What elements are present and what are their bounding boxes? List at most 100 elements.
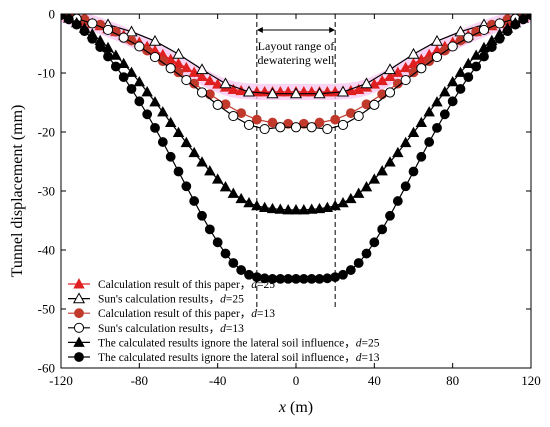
annotation-line2: dewatering well — [258, 53, 336, 67]
series-4-point — [353, 110, 364, 122]
series-5-point — [266, 202, 279, 214]
legend-label: Sun's calculation results，d=13 — [98, 323, 244, 335]
legend-marker — [73, 322, 85, 333]
series-2-point — [242, 85, 256, 97]
series-1-point — [368, 78, 381, 89]
series-6-point — [212, 237, 223, 248]
series-4-point — [400, 74, 411, 86]
series-6-point — [189, 196, 200, 206]
series-4-point — [87, 18, 98, 29]
series-4-point — [275, 122, 286, 133]
series-2-point — [360, 77, 373, 89]
series-5-point — [110, 49, 122, 60]
series-6-point — [126, 84, 137, 94]
series-4-point — [290, 122, 302, 133]
series-6-point — [220, 248, 231, 259]
series-2-point — [336, 85, 350, 97]
series-3-point — [424, 56, 435, 67]
series-6-point — [103, 51, 113, 62]
series-6-point — [181, 181, 192, 192]
series-5-point — [376, 165, 388, 176]
y-tick-label: -60 — [38, 361, 55, 376]
series-5-point — [415, 116, 428, 128]
legend-label: Sun's calculation results，d=25 — [98, 294, 244, 306]
series-6-point — [236, 265, 247, 275]
series-5-point — [446, 76, 459, 87]
series-2-point — [172, 47, 185, 59]
series-6-point — [157, 137, 168, 147]
series-2-point — [407, 47, 420, 59]
series-5-point — [117, 57, 130, 69]
series-5-point — [188, 146, 200, 158]
y-axis-label: Tunnel displacement (mm) — [9, 105, 26, 278]
series-4-point — [243, 119, 255, 131]
series-5-point — [360, 181, 373, 192]
series-4-point — [181, 74, 192, 86]
series-3-point — [157, 56, 168, 67]
series-4-point — [102, 24, 114, 36]
series-4-point — [337, 119, 349, 131]
series-5-point — [470, 49, 482, 60]
series-6-point — [385, 210, 395, 221]
y-tick-label: -10 — [38, 66, 55, 81]
series-6-point — [118, 72, 129, 83]
series-5-point — [227, 187, 240, 198]
series-4-point — [134, 41, 145, 52]
series-6-point — [110, 61, 121, 72]
series-5-point — [243, 196, 255, 208]
series-5-point — [384, 156, 396, 167]
series-5-point — [368, 173, 381, 184]
series-1-point — [204, 74, 216, 86]
series-6-point — [361, 248, 372, 259]
series-6-point — [486, 42, 497, 52]
series-4-point — [212, 99, 223, 110]
series-5-point — [196, 156, 208, 167]
series-1-point — [329, 86, 341, 97]
series-5-point — [219, 181, 232, 192]
series-6-point — [526, 14, 531, 21]
series-6-point — [79, 26, 90, 37]
series-3-point — [408, 67, 419, 78]
series-line-3 — [68, 15, 524, 125]
series-6-point — [424, 137, 435, 147]
series-5-point — [125, 66, 138, 77]
series-2-point — [148, 34, 162, 46]
series-5-point — [258, 201, 271, 212]
series-5-point — [157, 106, 169, 117]
series-5-point — [454, 66, 467, 77]
series-4-point — [494, 18, 505, 29]
series-5-point — [399, 136, 412, 148]
legend: Calculation result of this paper，d=25 Sun… — [68, 278, 380, 364]
arrow-head-left — [256, 27, 263, 33]
series-6-point — [455, 84, 466, 94]
x-axis-label: x (m) — [278, 399, 313, 416]
x-tick-label: -40 — [209, 373, 226, 388]
series-5-point — [282, 204, 294, 215]
series-6-point — [408, 166, 419, 177]
series-6-point — [228, 258, 239, 268]
legend-label: Calculation result of this paper，d=13 — [98, 308, 275, 320]
series-6-point — [439, 109, 450, 120]
series-1-point — [211, 78, 224, 89]
series-6-point — [63, 14, 74, 25]
series-5-point — [407, 126, 420, 138]
arrow-head-right — [329, 27, 336, 33]
series-6-point — [150, 122, 160, 133]
axes-layer: -120 -80 -40 0 40 80 120 0 -10 -20 -30 -40 -50 -60 x (… — [9, 7, 541, 417]
legend-marker — [72, 292, 86, 304]
series-1-point — [188, 66, 200, 77]
series-6-point — [463, 72, 474, 83]
series-6-point — [518, 14, 529, 25]
series-5-point — [423, 106, 435, 117]
x-tick-label: 120 — [521, 373, 541, 388]
x-tick-label: -120 — [49, 373, 73, 388]
series-5-point — [172, 126, 185, 138]
series-4-point — [369, 99, 380, 110]
series-6-point — [95, 42, 106, 52]
series-6-point — [502, 26, 513, 37]
series-4-point — [196, 87, 208, 98]
series-2-point — [313, 87, 326, 99]
series-4-point — [478, 24, 490, 36]
series-6-point — [494, 33, 505, 44]
